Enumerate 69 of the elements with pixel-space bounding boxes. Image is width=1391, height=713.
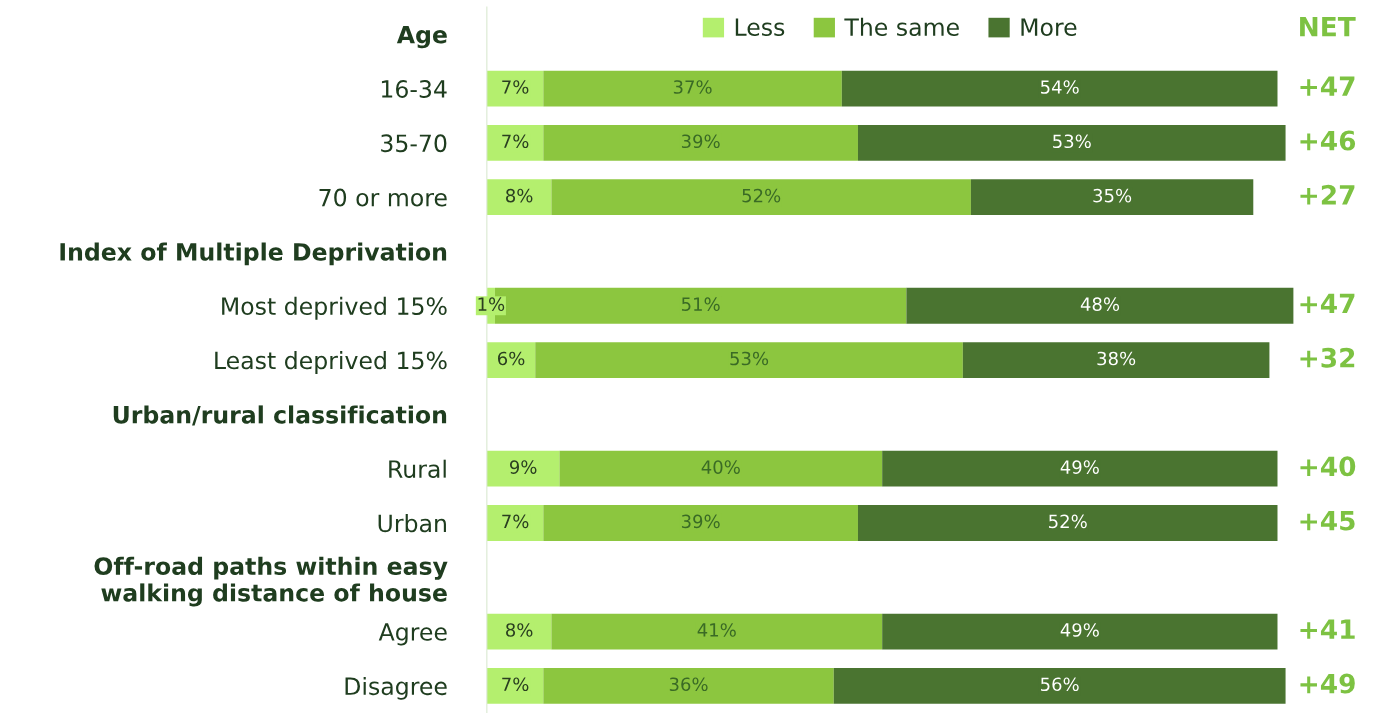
data-label: 6% [497, 351, 525, 366]
data-label: 37% [673, 80, 712, 94]
bar [833, 667, 1286, 704]
data-label: 53% [730, 351, 769, 366]
y-tick-label: Age [396, 25, 447, 49]
bar [970, 179, 1254, 216]
y-tick-label: Disagree [345, 676, 447, 700]
data-label: 40% [701, 460, 740, 474]
text: +41 [1300, 619, 1355, 639]
legend-label: The same [844, 17, 959, 37]
bar [882, 450, 1278, 487]
bar [857, 505, 1278, 541]
data-label: 51% [681, 297, 720, 312]
text: +45 [1300, 511, 1355, 531]
bar [559, 450, 883, 487]
y-tick-label: Least deprived 15% [215, 351, 447, 374]
data-label: 56% [1040, 677, 1079, 692]
data-label: 52% [1049, 514, 1087, 529]
data-label: 7% [502, 514, 529, 529]
text: +46 [1300, 130, 1356, 151]
data-label: 8% [506, 188, 533, 203]
y-tick-label: Rural [389, 459, 446, 478]
y-tick-label: Agree [378, 623, 447, 646]
data-label: 39% [681, 134, 720, 149]
data-label: 9% [509, 460, 537, 474]
bar [857, 124, 1286, 161]
data-label: 52% [742, 188, 781, 203]
bar [841, 70, 1278, 107]
data-label: 49% [1060, 460, 1099, 474]
text: +27 [1300, 184, 1355, 205]
bar [882, 613, 1278, 650]
data-label: 38% [1097, 351, 1136, 366]
bar [543, 70, 842, 107]
data-label: 8% [506, 623, 533, 637]
data-label: 41% [697, 623, 736, 637]
data-label: 35% [1093, 188, 1132, 203]
y-tick-label: Urban/rural classification [113, 405, 447, 426]
data-label: 7% [502, 80, 529, 94]
data-label: 36% [669, 677, 708, 692]
legend-label: Less [735, 18, 785, 37]
bar [543, 667, 834, 704]
bar [551, 613, 883, 650]
text: +47 [1300, 293, 1355, 314]
bar [535, 342, 963, 378]
y-tick-label: Index of Multiple Deprivation [60, 242, 447, 266]
bar [906, 287, 1294, 324]
bar [551, 179, 971, 216]
data-label: 54% [1040, 80, 1079, 94]
y-tick-label: Most deprived 15% [222, 296, 447, 320]
text: +40 [1300, 456, 1356, 477]
data-label: 7% [502, 677, 529, 692]
bar [543, 124, 858, 161]
data-label: 53% [1053, 134, 1091, 149]
legend-label: More [1021, 18, 1077, 37]
y-tick-label: 16-34 [381, 80, 447, 98]
data-label: 48% [1080, 297, 1120, 312]
data-label: 49% [1060, 623, 1099, 637]
bar [962, 342, 1270, 378]
bar [543, 505, 858, 541]
y-tick-label: 70 or more [319, 188, 447, 207]
text: +49 [1300, 673, 1355, 694]
text: NET [1300, 16, 1356, 37]
text: +32 [1300, 347, 1355, 368]
y-tick-label: 35-70 [381, 134, 447, 153]
y-tick-label: Off-road paths within easy walking distance of house [94, 556, 448, 607]
y-tick-label: Urban [378, 513, 446, 533]
text: +47 [1300, 76, 1355, 96]
data-label: 39% [681, 514, 720, 529]
data-label: 7% [502, 134, 529, 149]
